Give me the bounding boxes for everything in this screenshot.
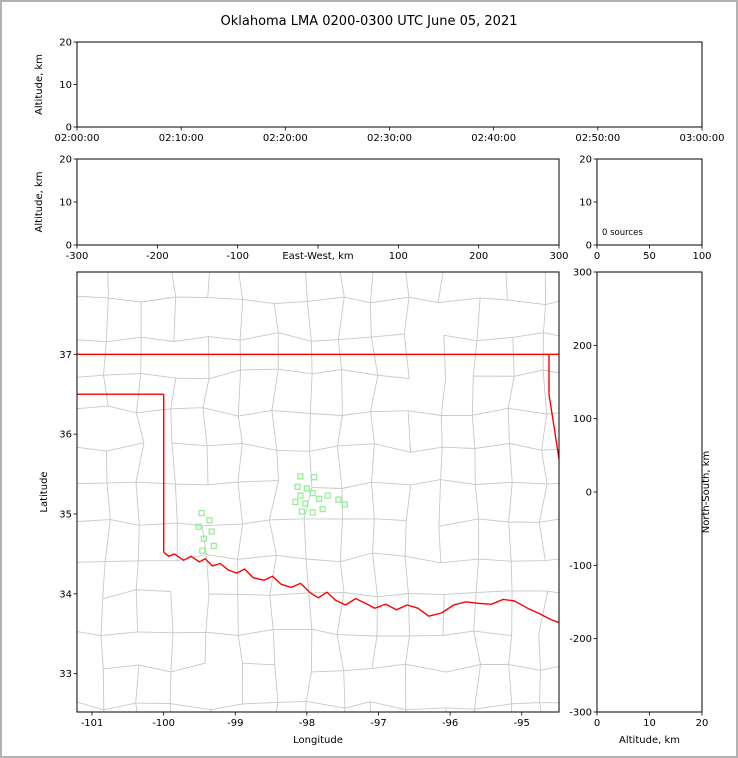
- tick-label: -300: [569, 708, 592, 719]
- lma-station-marker: [315, 495, 323, 502]
- lma-station-marker: [200, 535, 207, 542]
- lma-station-marker: [206, 517, 213, 524]
- tick-label: 10: [643, 718, 656, 729]
- tick-label: -100: [226, 251, 249, 262]
- y-axis-label: North-South, km: [701, 451, 712, 534]
- lma-station-marker: [309, 490, 316, 497]
- tick-label: 20: [696, 718, 709, 729]
- tick-label: 100: [389, 251, 408, 262]
- tick-label: 0: [66, 123, 72, 134]
- tick-label: -95: [514, 718, 530, 729]
- y-axis-label: Altitude, km: [34, 54, 45, 115]
- tick-label: 0: [66, 241, 72, 252]
- lma-station-marker: [292, 498, 299, 506]
- tick-label: 02:40:00: [471, 133, 516, 144]
- tick-label: 35: [59, 509, 72, 520]
- county-boundaries: [77, 272, 559, 712]
- tick-label: -98: [299, 718, 315, 729]
- time-height-frame: [76, 41, 703, 128]
- tick-label: 03:00:00: [680, 133, 725, 144]
- lma-station-marker: [309, 509, 316, 516]
- tick-label: -96: [442, 718, 458, 729]
- map-layers: [77, 272, 559, 712]
- tick-label: 100: [573, 414, 592, 425]
- lma-station-marker: [294, 483, 301, 490]
- tick-label: 0: [594, 251, 600, 262]
- x-axis-label: Altitude, km: [619, 735, 680, 746]
- tick-label: 20: [579, 155, 592, 166]
- figure-title: Oklahoma LMA 0200-0300 UTC June 05, 2021: [220, 14, 518, 29]
- tick-label: 02:00:00: [55, 133, 100, 144]
- ns-height-frame: [596, 271, 703, 713]
- tick-label: 36: [59, 430, 72, 441]
- tick-label: 02:50:00: [575, 133, 620, 144]
- tick-label: 100: [692, 251, 711, 262]
- y-axis-label: Latitude: [39, 471, 50, 512]
- tick-label: -200: [569, 634, 592, 645]
- lma-station-marker: [297, 492, 304, 499]
- lma-station-marker: [195, 523, 202, 530]
- x-axis-label: East-West, km: [282, 251, 353, 262]
- tick-label: 300: [549, 251, 568, 262]
- tick-label: -97: [370, 718, 386, 729]
- lma-station-marker: [324, 492, 331, 499]
- ew-height-frame: [76, 158, 560, 246]
- lma-station-marker: [199, 547, 206, 554]
- tick-label: 10: [59, 80, 72, 91]
- tick-label: 33: [59, 669, 72, 680]
- tick-label: 200: [573, 341, 592, 352]
- plan-view-frame: [76, 271, 560, 713]
- tick-label: 02:30:00: [367, 133, 412, 144]
- y-axis-label: Altitude, km: [34, 172, 45, 233]
- tick-label: 02:10:00: [159, 133, 204, 144]
- tick-label: 34: [59, 589, 72, 600]
- tick-label: -100: [152, 718, 175, 729]
- tick-label: 200: [469, 251, 488, 262]
- tick-label: -200: [146, 251, 169, 262]
- tick-label: 37: [59, 350, 72, 361]
- tick-label: 300: [573, 268, 592, 279]
- lma-station-marker: [310, 474, 318, 481]
- lma-station-marker: [302, 500, 309, 507]
- lma-station-marker: [341, 501, 348, 508]
- tick-label: 0: [586, 241, 592, 252]
- tick-label: -100: [569, 561, 592, 572]
- tick-label: 0: [594, 718, 600, 729]
- lma-station-marker: [298, 508, 305, 515]
- lma-station-marker: [297, 473, 304, 480]
- source-count-frame: [596, 158, 703, 246]
- x-axis-label: Longitude: [293, 735, 343, 746]
- lma-station-marker: [303, 485, 310, 492]
- arkansas-oklahoma-border: [548, 394, 559, 460]
- tick-label: -99: [227, 718, 243, 729]
- tick-label: 02:20:00: [263, 133, 308, 144]
- tick-label: -101: [81, 718, 104, 729]
- source-count-annotation: 0 sources: [602, 228, 643, 238]
- lma-station-marker: [208, 528, 215, 535]
- red-river-border: [163, 551, 559, 624]
- tick-label: 20: [59, 38, 72, 49]
- tick-label: 10: [579, 198, 592, 209]
- tick-label: 50: [643, 251, 656, 262]
- lma-station-marker: [319, 506, 326, 513]
- tick-label: 10: [59, 198, 72, 209]
- tick-label: 0: [586, 488, 592, 499]
- lma-station-marker: [210, 542, 217, 550]
- lma-station-marker: [198, 510, 205, 517]
- tick-label: -300: [66, 251, 89, 262]
- lma-station-marker: [335, 496, 342, 503]
- tick-label: 20: [59, 155, 72, 166]
